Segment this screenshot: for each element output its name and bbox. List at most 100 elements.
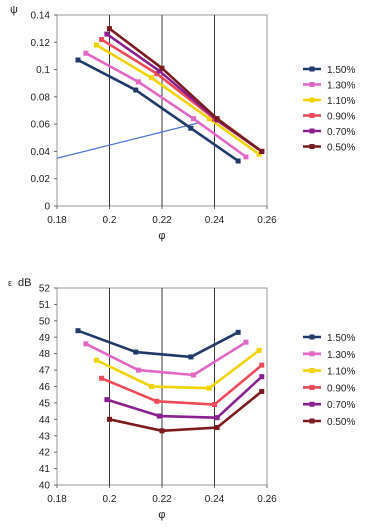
- bottom-x-tick-label: 0.24: [205, 494, 225, 505]
- bottom-series-point-1-10pct: [256, 347, 262, 353]
- top-series-point-0-50pct: [259, 148, 265, 154]
- top-legend-marker-0-50pct: [309, 144, 315, 149]
- top-series-point-0-90pct: [99, 37, 105, 43]
- bottom-series-point-0-90pct: [154, 398, 160, 404]
- top-legend-marker-0-90pct: [309, 113, 315, 118]
- top-series-point-0-50pct: [159, 65, 165, 71]
- top-x-axis-label: φ: [158, 230, 165, 242]
- top-series-point-0-70pct: [156, 68, 162, 74]
- bottom-y-tick-label: 47: [39, 366, 51, 377]
- top-y-tick-label: 0.06: [31, 120, 51, 131]
- bottom-series-point-1-30pct: [191, 372, 196, 378]
- top-y-tick-label: 0.02: [31, 174, 51, 185]
- bottom-series-point-1-10pct: [149, 384, 154, 389]
- bottom-series-line-0-90pct: [101, 364, 263, 406]
- bottom-series-point-0-50pct: [259, 388, 265, 394]
- top-x-tick-label: 0.22: [152, 215, 172, 226]
- top-x-tick-label: 0.26: [257, 215, 277, 226]
- bottom-y-tick-label: 49: [39, 333, 51, 344]
- bottom-legend-marker-1-50pct: [309, 334, 315, 340]
- top-legend-marker-1-30pct: [309, 82, 315, 87]
- bottom-x-tick-label: 0.18: [47, 494, 67, 505]
- bottom-y-tick-label: 44: [39, 415, 51, 426]
- top-series-point-1-50pct: [235, 158, 241, 164]
- top-series-point-0-70pct: [104, 31, 110, 37]
- top-legend-marker-1-50pct: [309, 66, 315, 72]
- top-legend-label-1-10pct: 1.10%: [327, 96, 355, 107]
- top-y-tick-label: 0: [44, 202, 50, 213]
- top-y-tick-label: 0.14: [31, 11, 51, 22]
- bottom-series-point-1-50pct: [75, 328, 81, 334]
- bottom-y-tick-label: 42: [39, 448, 51, 459]
- bottom-legend-label-0-50pct: 0.50%: [327, 417, 355, 428]
- top-legend-label-0-90pct: 0.90%: [327, 112, 355, 123]
- bottom-y-tick-label: 50: [39, 316, 51, 327]
- bottom-x-axis-label: φ: [158, 509, 165, 521]
- bottom-series-point-1-30pct: [243, 339, 249, 345]
- top-series-line-1-30pct: [85, 52, 247, 158]
- bottom-y-tick-label: 43: [39, 431, 51, 442]
- bottom-series-point-0-70pct: [156, 413, 162, 419]
- bottom-y-tick-label: 52: [39, 284, 51, 295]
- top-legend-marker-0-70pct: [309, 128, 315, 134]
- top-reference-line: [56, 122, 199, 159]
- top-series-point-1-10pct: [149, 75, 154, 81]
- bottom-y-tick-label: 51: [39, 300, 51, 311]
- bottom-series-point-1-50pct: [133, 349, 139, 355]
- top-y-tick-label: 0.08: [31, 92, 51, 103]
- top-series-point-1-10pct: [256, 151, 262, 157]
- top-series-line-1-10pct: [95, 43, 260, 156]
- bottom-y-axis-prefix: ε: [8, 278, 12, 288]
- bottom-legend-label-0-70pct: 0.70%: [327, 400, 355, 411]
- bottom-legend-label-1-50pct: 1.50%: [327, 333, 355, 344]
- top-series-point-1-50pct: [75, 57, 81, 63]
- bottom-series-point-0-70pct: [214, 415, 220, 421]
- top-y-axis-label: ψ: [10, 4, 18, 16]
- bottom-series-point-1-10pct: [206, 385, 212, 391]
- top-y-tick-label: 0.12: [31, 38, 51, 49]
- bottom-legend-label-1-30pct: 1.30%: [327, 350, 355, 361]
- bottom-series-point-1-10pct: [93, 357, 99, 363]
- bottom-y-tick-label: 40: [39, 481, 51, 492]
- bottom-series-line-1-30pct: [85, 341, 247, 377]
- bottom-series-point-1-30pct: [83, 341, 89, 347]
- bottom-series-point-0-70pct: [259, 374, 265, 380]
- top-series-point-0-90pct: [154, 71, 160, 77]
- bottom-series-point-1-50pct: [235, 329, 241, 335]
- top-x-tick-label: 0.24: [205, 215, 225, 226]
- bottom-y-tick-label: 45: [39, 398, 51, 409]
- top-legend-label-0-50pct: 0.50%: [327, 143, 355, 154]
- top-y-tick-label: 0.04: [31, 147, 51, 158]
- bottom-x-tick-label: 0.26: [257, 494, 277, 505]
- bottom-series-point-0-90pct: [212, 402, 217, 408]
- bottom-series-point-0-50pct: [107, 416, 112, 422]
- bottom-series-line-1-50pct: [77, 329, 239, 359]
- top-series-point-0-50pct: [107, 26, 112, 32]
- bottom-legend-marker-0-70pct: [309, 401, 315, 407]
- bottom-y-tick-label: 46: [39, 382, 51, 393]
- top-legend-label-0-70pct: 0.70%: [327, 127, 355, 138]
- bottom-series-point-0-90pct: [99, 375, 105, 381]
- top-series-line-0-50pct: [108, 27, 263, 153]
- bottom-legend-marker-0-90pct: [309, 384, 315, 390]
- bottom-series-line-1-10pct: [95, 349, 260, 390]
- bottom-legend-label-0-90pct: 0.90%: [327, 383, 355, 394]
- bottom-legend-marker-0-50pct: [309, 418, 315, 424]
- top-series-line-1-50pct: [77, 58, 239, 163]
- top-legend-label-1-50pct: 1.50%: [327, 65, 355, 76]
- top-x-tick-label: 0.18: [47, 215, 67, 226]
- bottom-series-point-1-50pct: [188, 354, 194, 360]
- bottom-legend-marker-1-10pct: [309, 368, 315, 374]
- top-series-point-1-10pct: [93, 42, 99, 48]
- top-chart: 0.18 0.2 0.22 0.24 0.26 0 0.02 0.04 0.06 0.08 0.1 0…: [10, 4, 355, 242]
- top-series-point-1-30pct: [135, 79, 141, 85]
- bottom-series-point-1-30pct: [135, 367, 141, 373]
- bottom-series-point-0-70pct: [104, 397, 110, 403]
- top-legend-label-1-30pct: 1.30%: [327, 81, 355, 92]
- top-series-point-0-50pct: [214, 116, 220, 122]
- top-series-point-1-10pct: [206, 116, 212, 122]
- top-series-point-1-30pct: [83, 50, 89, 56]
- bottom-y-tick-label: 48: [39, 349, 51, 360]
